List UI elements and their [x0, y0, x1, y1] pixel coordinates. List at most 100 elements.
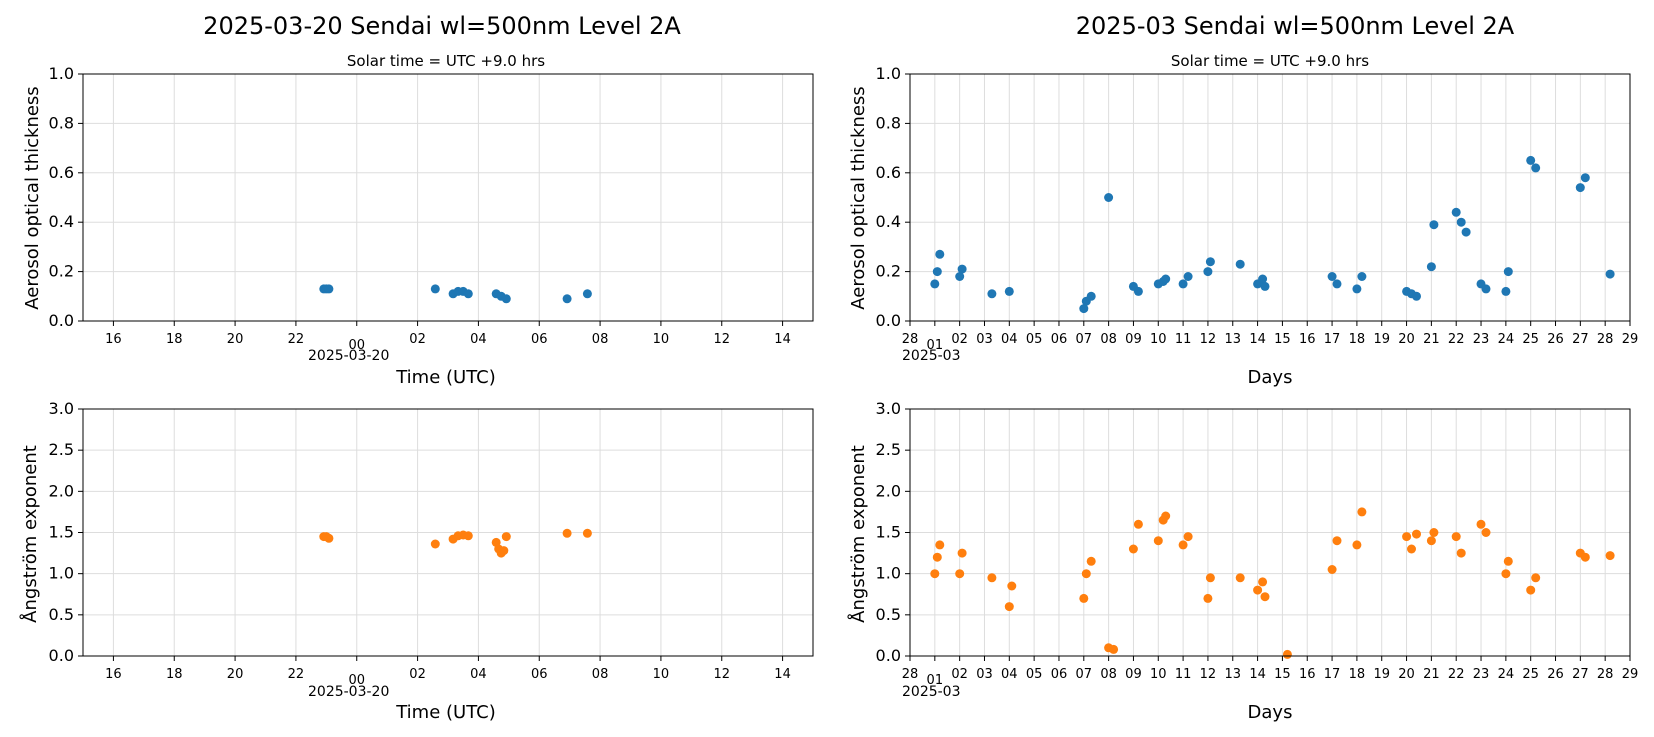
- data-point: [1178, 279, 1188, 289]
- data-point: [1178, 540, 1188, 550]
- data-point: [1104, 193, 1114, 202]
- data-point: [1481, 528, 1491, 537]
- data-point: [430, 539, 440, 549]
- x-tick-label: 14: [774, 667, 791, 682]
- x-tick-label: 16: [105, 332, 122, 347]
- y-tick-label: 2.0: [876, 481, 901, 500]
- x-tick-label: 29: [1622, 332, 1639, 347]
- data-point: [1461, 227, 1471, 237]
- data-point: [1183, 532, 1193, 542]
- data-point: [987, 289, 997, 299]
- x-tick-label: 06: [1051, 667, 1068, 682]
- data-point: [957, 548, 967, 558]
- data-point: [1081, 569, 1091, 579]
- x-tick-label: 05: [1026, 667, 1043, 682]
- y-tick-label: 0.0: [49, 646, 74, 665]
- y-tick-label: 3.0: [876, 399, 901, 418]
- chart-subtitle: Solar time = UTC +9.0 hrs: [347, 52, 545, 70]
- data-point: [932, 267, 942, 277]
- y-tick-label: 0.5: [49, 605, 74, 624]
- x-tick-label: 25: [1522, 667, 1539, 682]
- data-point: [1203, 593, 1213, 603]
- data-point: [582, 528, 592, 538]
- panel-daily-angstrom: Time (UTC) Ångström exponent 2025-03-20 …: [19, 399, 814, 723]
- data-point: [1258, 577, 1268, 587]
- chart-title: 2025-03 Sendai wl=500nm Level 2A: [1076, 12, 1515, 40]
- data-point: [1481, 284, 1491, 294]
- chart-title: 2025-03-20 Sendai wl=500nm Level 2A: [203, 12, 681, 40]
- x-tick-label: 08: [592, 667, 609, 682]
- y-tick-label: 1.5: [49, 523, 74, 542]
- data-point: [1503, 267, 1513, 277]
- x-tick-label: 06: [1051, 332, 1068, 347]
- x-tick-label: 05: [1026, 332, 1043, 347]
- data-point: [1205, 573, 1215, 583]
- data-point: [935, 540, 945, 550]
- data-point: [1451, 207, 1461, 217]
- data-point: [1260, 281, 1270, 291]
- data-point: [1580, 552, 1590, 562]
- data-point: [1161, 511, 1171, 521]
- x-tick-label: 06: [531, 332, 548, 347]
- y-tick-label: 0.5: [876, 605, 901, 624]
- data-point: [501, 532, 511, 542]
- data-point: [935, 249, 945, 259]
- data-point: [1503, 556, 1513, 566]
- x-axis-label: Days: [1248, 367, 1293, 388]
- y-tick-label: 0.0: [876, 311, 901, 330]
- data-point: [1402, 532, 1412, 542]
- x-tick-label: 10: [1150, 332, 1167, 347]
- plot-frame: [82, 73, 814, 322]
- panel-daily-aot: 2025-03-20 Sendai wl=500nm Level 2A Sola…: [22, 12, 814, 388]
- data-point: [1332, 279, 1342, 289]
- x-tick-label: 20: [1398, 667, 1415, 682]
- y-tick-label: 0.8: [876, 113, 901, 132]
- data-point: [1580, 173, 1590, 183]
- x-tick-label: 22: [288, 332, 305, 347]
- x-tick-label: 11: [1175, 332, 1192, 347]
- y-tick-label: 0.8: [49, 113, 74, 132]
- y-tick-label: 1.0: [49, 64, 74, 83]
- y-axis-label: Aerosol optical thickness: [22, 86, 43, 309]
- data-point: [1109, 644, 1119, 654]
- data-point: [430, 284, 440, 294]
- x-tick-label: 22: [1448, 332, 1465, 347]
- y-tick-label: 0.0: [49, 311, 74, 330]
- x-tick-label: 09: [1125, 332, 1142, 347]
- y-tick-label: 2.5: [876, 440, 901, 459]
- data-point: [1260, 592, 1270, 602]
- x-tick-label: 16: [1299, 667, 1316, 682]
- data-point: [1235, 573, 1245, 583]
- data-point: [1133, 286, 1143, 296]
- data-point: [1133, 519, 1143, 529]
- data-point: [1183, 272, 1193, 281]
- data-point: [562, 528, 572, 538]
- x-tick-label: 07: [1076, 667, 1093, 682]
- data-point: [1501, 286, 1511, 296]
- data-point: [1412, 529, 1421, 539]
- data-point: [1258, 274, 1268, 284]
- data-point: [1357, 507, 1367, 517]
- x-tick-label: 01: [927, 338, 944, 353]
- x-tick-label: 17: [1324, 667, 1341, 682]
- x-tick-label: 28: [902, 332, 919, 347]
- x-tick-label: 12: [1200, 332, 1217, 347]
- x-tick-label: 20: [227, 667, 244, 682]
- y-tick-label: 2.5: [49, 440, 74, 459]
- data-point: [1476, 519, 1486, 529]
- x-tick-label: 25: [1522, 332, 1539, 347]
- x-tick-label: 28: [1597, 332, 1614, 347]
- x-tick-label: 29: [1622, 667, 1639, 682]
- x-tick-label: 04: [1001, 332, 1018, 347]
- data-point: [1426, 536, 1436, 546]
- data-point: [1235, 259, 1245, 269]
- x-tick-label: 27: [1572, 332, 1589, 347]
- y-tick-label: 1.0: [876, 564, 901, 583]
- data-point: [1352, 540, 1362, 550]
- x-tick-label: 20: [227, 332, 244, 347]
- x-tick-label: 21: [1423, 332, 1440, 347]
- x-tick-label: 12: [1200, 667, 1217, 682]
- data-point: [324, 284, 334, 294]
- data-point: [324, 533, 334, 543]
- data-point: [1407, 544, 1416, 554]
